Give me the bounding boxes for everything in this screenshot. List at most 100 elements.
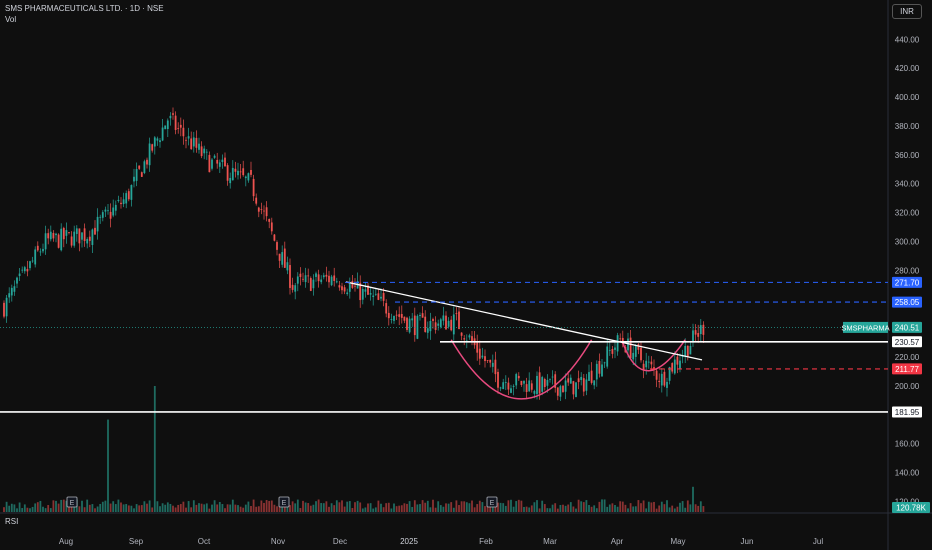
- candle-body: [411, 318, 414, 321]
- volume-bar: [424, 502, 427, 512]
- volume-bar: [234, 504, 237, 512]
- candle: [486, 360, 489, 363]
- volume-bar: [73, 503, 76, 512]
- volume-bar: [307, 503, 310, 512]
- candle-body: [213, 155, 216, 158]
- candle: [543, 377, 546, 391]
- candle-body: [577, 378, 580, 383]
- candle: [320, 275, 323, 285]
- volume-bar: [598, 501, 601, 512]
- candle: [307, 268, 310, 283]
- candle-body: [494, 359, 497, 375]
- volume-bar: [585, 500, 588, 512]
- volume-bar: [44, 508, 47, 512]
- volume-bar: [125, 504, 128, 512]
- candle: [377, 289, 380, 301]
- candle-body: [637, 344, 640, 350]
- candle: [491, 354, 494, 373]
- candle: [611, 345, 614, 359]
- candle-body: [62, 227, 65, 240]
- volume-bar: [88, 504, 91, 512]
- volume-bar: [31, 506, 34, 512]
- volume-bar: [640, 503, 642, 512]
- candle: [580, 372, 583, 386]
- candle: [525, 377, 528, 398]
- candle-body: [263, 210, 265, 212]
- volume-bar: [445, 503, 447, 512]
- candle: [702, 321, 705, 343]
- volume-bar: [564, 505, 567, 512]
- candle-body: [13, 286, 16, 292]
- candle-body: [455, 313, 458, 314]
- volume-bar: [148, 500, 151, 512]
- candle: [29, 260, 31, 271]
- volume-bar: [133, 508, 135, 512]
- candle-body: [112, 207, 115, 216]
- candle: [608, 342, 611, 356]
- candle-body: [556, 387, 559, 396]
- candle: [606, 338, 609, 369]
- candle-body: [582, 378, 585, 392]
- candle: [299, 267, 302, 286]
- volume-bar: [551, 504, 554, 512]
- candle: [81, 232, 83, 248]
- candle-body: [343, 287, 346, 292]
- price-tag: [892, 321, 922, 333]
- candle-body: [424, 316, 427, 332]
- candle: [281, 245, 284, 268]
- candle: [169, 112, 172, 126]
- candle-body: [299, 273, 302, 278]
- volume-bar: [647, 501, 650, 512]
- candle: [546, 374, 549, 393]
- trendline: [345, 281, 703, 361]
- candle: [117, 195, 120, 203]
- candle-body: [572, 381, 575, 395]
- candle-body: [179, 124, 182, 128]
- candle: [16, 276, 18, 289]
- candle: [192, 131, 195, 153]
- candle: [42, 243, 44, 254]
- x-axis-tick-label: Jun: [741, 537, 754, 546]
- volume-bar: [335, 500, 338, 512]
- candle: [60, 223, 63, 252]
- volume-bar: [117, 499, 120, 512]
- candle-body: [606, 346, 609, 367]
- volume-bar: [114, 504, 117, 512]
- candle-body: [104, 209, 107, 212]
- candle-body: [146, 159, 148, 165]
- candle-body: [486, 360, 489, 361]
- candle: [26, 260, 29, 277]
- x-axis-tick-label: Dec: [333, 537, 347, 546]
- candle: [36, 241, 39, 252]
- candle-body: [91, 229, 94, 245]
- candle-body: [315, 273, 317, 277]
- candle-body: [218, 162, 221, 167]
- currency-button[interactable]: INR: [892, 4, 922, 19]
- candle-body: [471, 336, 473, 342]
- candle-body: [242, 168, 245, 176]
- candle: [473, 330, 476, 349]
- candle-body: [81, 232, 83, 240]
- candle: [564, 373, 567, 400]
- candle: [268, 218, 271, 229]
- volume-bar: [476, 504, 479, 512]
- volume-bar: [341, 500, 343, 512]
- candle-body: [99, 216, 102, 218]
- level-tag-label: 271.70: [895, 278, 920, 287]
- candle: [49, 225, 52, 242]
- candle-body: [172, 113, 174, 115]
- volume-bar: [270, 500, 273, 512]
- candle-body: [679, 360, 681, 369]
- volume-bar: [164, 504, 167, 512]
- candle: [208, 151, 211, 173]
- candle: [125, 190, 128, 209]
- candle: [78, 228, 81, 252]
- earnings-marker: [486, 496, 498, 508]
- candle-body: [564, 380, 567, 392]
- volume-bar: [468, 503, 471, 512]
- candle: [328, 270, 330, 288]
- volume-bar: [543, 504, 546, 512]
- candle-body: [307, 275, 310, 277]
- candle: [127, 188, 130, 202]
